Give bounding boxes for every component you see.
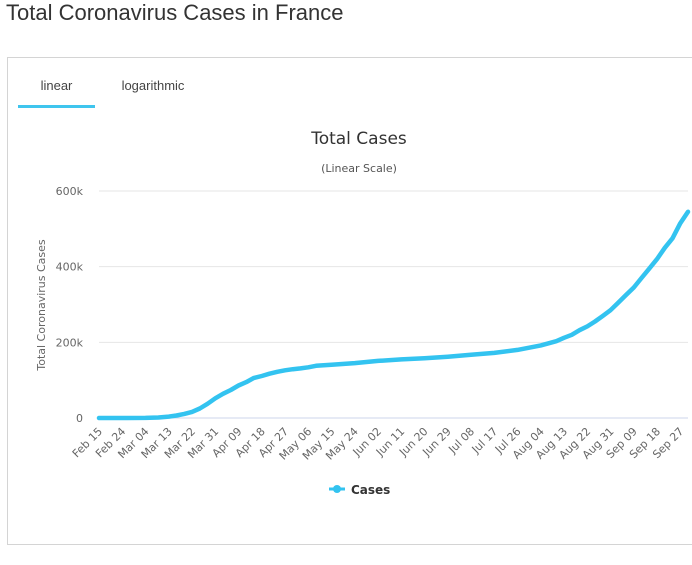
page-title: Total Coronavirus Cases in France: [6, 0, 344, 25]
tab-linear[interactable]: linear: [18, 72, 95, 108]
grid-lines: [99, 190, 688, 419]
y-tick-label: 600k: [56, 185, 84, 198]
y-tick-label: 200k: [56, 336, 84, 349]
chart-subtitle: (Linear Scale): [321, 162, 397, 175]
y-tick-label: 0: [76, 412, 83, 425]
y-axis-label: Total Coronavirus Cases: [35, 239, 48, 372]
tab-logarithmic[interactable]: logarithmic: [121, 78, 185, 93]
y-tick-label: 400k: [56, 261, 84, 274]
x-tick-label: Jul 08: [445, 425, 477, 457]
chart-title: Total Cases: [310, 129, 407, 149]
legend-label: Cases: [351, 483, 390, 497]
x-tick-label: Jul 17: [469, 425, 501, 457]
y-tick-labels: 0 200k 400k 600k: [56, 185, 84, 425]
legend-marker: [333, 485, 341, 493]
series-line-cases: [96, 209, 691, 421]
legend[interactable]: Cases: [329, 483, 390, 497]
chart-panel: linear logarithmic: [7, 57, 692, 545]
